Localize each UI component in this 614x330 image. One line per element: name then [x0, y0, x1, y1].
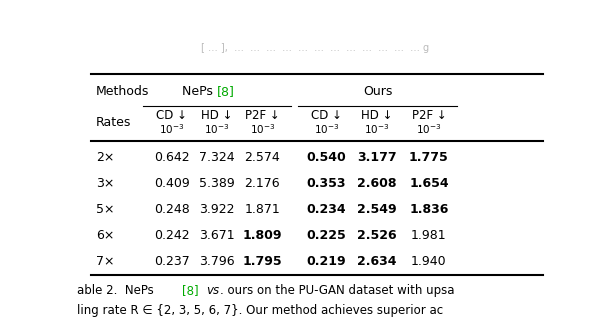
Text: able 2.  NePs: able 2. NePs — [77, 283, 157, 297]
Text: 2.549: 2.549 — [357, 203, 397, 216]
Text: 2.574: 2.574 — [244, 151, 280, 164]
Text: P2F ↓: P2F ↓ — [245, 109, 280, 122]
Text: 2×: 2× — [96, 151, 114, 164]
Text: 0.642: 0.642 — [154, 151, 190, 164]
Text: 6×: 6× — [96, 229, 114, 242]
Text: 1.775: 1.775 — [409, 151, 449, 164]
Text: 0.540: 0.540 — [307, 151, 346, 164]
Text: 0.225: 0.225 — [307, 229, 346, 242]
Text: 1.809: 1.809 — [243, 229, 282, 242]
Text: vs: vs — [206, 283, 219, 297]
Text: CD ↓: CD ↓ — [157, 109, 187, 122]
Text: 7×: 7× — [96, 255, 114, 268]
Text: 0.353: 0.353 — [307, 178, 346, 190]
Text: 1.981: 1.981 — [411, 229, 447, 242]
Text: 0.242: 0.242 — [154, 229, 190, 242]
Text: 5×: 5× — [96, 203, 114, 216]
Text: P2F ↓: P2F ↓ — [411, 109, 446, 122]
Text: HD ↓: HD ↓ — [361, 109, 392, 122]
Text: $10^{-3}$: $10^{-3}$ — [314, 122, 340, 136]
Text: 0.219: 0.219 — [307, 255, 346, 268]
Text: 2.634: 2.634 — [357, 255, 396, 268]
Text: $10^{-3}$: $10^{-3}$ — [204, 122, 230, 136]
Text: 1.795: 1.795 — [243, 255, 282, 268]
Text: $10^{-3}$: $10^{-3}$ — [416, 122, 441, 136]
Text: 3.177: 3.177 — [357, 151, 397, 164]
Text: [8]: [8] — [182, 283, 199, 297]
Text: $10^{-3}$: $10^{-3}$ — [159, 122, 185, 136]
Text: 0.248: 0.248 — [154, 203, 190, 216]
Text: 3.922: 3.922 — [200, 203, 235, 216]
Text: Methods: Methods — [96, 85, 149, 98]
Text: 2.176: 2.176 — [244, 178, 280, 190]
Text: 0.234: 0.234 — [307, 203, 346, 216]
Text: 3.796: 3.796 — [200, 255, 235, 268]
Text: 3.671: 3.671 — [200, 229, 235, 242]
Text: 1.871: 1.871 — [244, 203, 280, 216]
Text: 1.654: 1.654 — [409, 178, 449, 190]
Text: 5.389: 5.389 — [200, 178, 235, 190]
Text: HD ↓: HD ↓ — [201, 109, 233, 122]
Text: NePs: NePs — [182, 85, 217, 98]
Text: $10^{-3}$: $10^{-3}$ — [364, 122, 389, 136]
Text: 2.526: 2.526 — [357, 229, 397, 242]
Text: . ours on the PU-GAN dataset with upsa: . ours on the PU-GAN dataset with upsa — [220, 283, 454, 297]
Text: 0.237: 0.237 — [154, 255, 190, 268]
Text: ling rate R ∈ {2, 3, 5, 6, 7}. Our method achieves superior ac: ling rate R ∈ {2, 3, 5, 6, 7}. Our metho… — [77, 304, 443, 317]
Text: 1.940: 1.940 — [411, 255, 447, 268]
Text: 3×: 3× — [96, 178, 114, 190]
Text: [ … ],  …  …  …  …  …  …  …  …  …  …  …  … g: [ … ], … … … … … … … … … … … … g — [201, 44, 429, 53]
Text: Rates: Rates — [96, 116, 131, 129]
Text: $10^{-3}$: $10^{-3}$ — [250, 122, 275, 136]
Text: 0.409: 0.409 — [154, 178, 190, 190]
Text: 1.836: 1.836 — [409, 203, 449, 216]
Text: Ours: Ours — [363, 85, 392, 98]
Text: CD ↓: CD ↓ — [311, 109, 342, 122]
Text: 7.324: 7.324 — [200, 151, 235, 164]
Text: [8]: [8] — [217, 85, 235, 98]
Text: 2.608: 2.608 — [357, 178, 396, 190]
